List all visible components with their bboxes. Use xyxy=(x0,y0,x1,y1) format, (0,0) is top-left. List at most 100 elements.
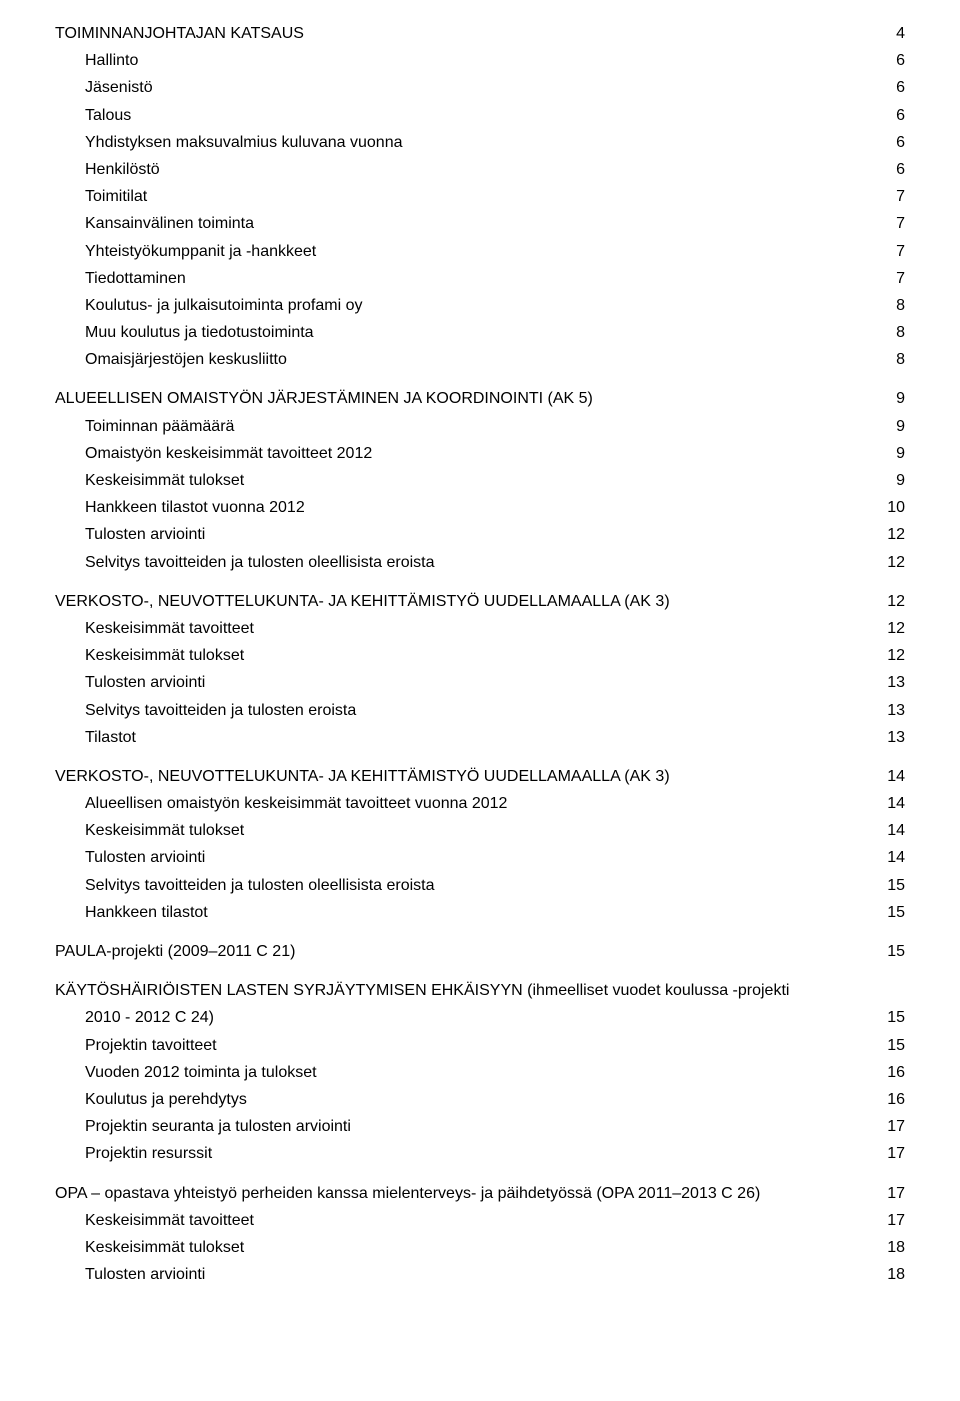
toc-page-number: 13 xyxy=(887,697,905,724)
toc-label: Omaistyön keskeisimmät tavoitteet 2012 xyxy=(85,440,372,467)
toc-page-number: 15 xyxy=(887,1032,905,1059)
toc-entry: Omaisjärjestöjen keskusliitto 8 xyxy=(55,346,905,373)
toc-label-line2: 2010 - 2012 C 24) 15 xyxy=(55,1004,905,1031)
toc-label: Alueellisen omaistyön keskeisimmät tavoi… xyxy=(85,790,507,817)
toc-page-number: 14 xyxy=(887,790,905,817)
toc-page-number: 15 xyxy=(887,872,905,899)
toc-entry: Hankkeen tilastot vuonna 2012 10 xyxy=(55,494,905,521)
toc-entry: Kansainvälinen toiminta 7 xyxy=(55,210,905,237)
toc-entry: Omaistyön keskeisimmät tavoitteet 2012 9 xyxy=(55,440,905,467)
toc-page-number: 17 xyxy=(887,1140,905,1167)
toc-page-number: 9 xyxy=(896,467,905,494)
toc-label: Tilastot xyxy=(85,724,136,751)
toc-label: Keskeisimmät tavoitteet xyxy=(85,1207,254,1234)
toc-entry: Hallinto 6 xyxy=(55,47,905,74)
toc-label: Yhteistyökumppanit ja -hankkeet xyxy=(85,238,316,265)
toc-label: VERKOSTO-, NEUVOTTELUKUNTA- JA KEHITTÄMI… xyxy=(55,763,670,790)
toc-label: Hankkeen tilastot vuonna 2012 xyxy=(85,494,305,521)
toc-page-number: 7 xyxy=(896,183,905,210)
toc-page-number: 6 xyxy=(896,47,905,74)
toc-label: Tulosten arviointi xyxy=(85,521,205,548)
toc-page-number: 6 xyxy=(896,129,905,156)
toc-page-number: 12 xyxy=(887,615,905,642)
toc-label: ALUEELLISEN OMAISTYÖN JÄRJESTÄMINEN JA K… xyxy=(55,385,593,412)
toc-entry: Yhteistyökumppanit ja -hankkeet 7 xyxy=(55,238,905,265)
toc-entry: Koulutus ja perehdytys 16 xyxy=(55,1086,905,1113)
toc-label: PAULA-projekti (2009–2011 C 21) xyxy=(55,938,295,965)
toc-page-number: 8 xyxy=(896,292,905,319)
toc-label: VERKOSTO-, NEUVOTTELUKUNTA- JA KEHITTÄMI… xyxy=(55,588,670,615)
toc-entry: Projektin tavoitteet 15 xyxy=(55,1032,905,1059)
toc-label: Toimitilat xyxy=(85,183,147,210)
toc-label: Selvitys tavoitteiden ja tulosten oleell… xyxy=(85,549,435,576)
toc-entry: Keskeisimmät tavoitteet 17 xyxy=(55,1207,905,1234)
toc-entry: Tulosten arviointi 12 xyxy=(55,521,905,548)
toc-page-number: 13 xyxy=(887,669,905,696)
toc-entry: Projektin resurssit 17 xyxy=(55,1140,905,1167)
toc-entry: Tulosten arviointi 14 xyxy=(55,844,905,871)
toc-entry: Toiminnan päämäärä 9 xyxy=(55,413,905,440)
toc-label: Hankkeen tilastot xyxy=(85,899,208,926)
toc-entry: Keskeisimmät tavoitteet 12 xyxy=(55,615,905,642)
toc-label: TOIMINNANJOHTAJAN KATSAUS xyxy=(55,20,304,47)
toc-label: Projektin resurssit xyxy=(85,1140,212,1167)
toc-entry: KÄYTÖSHÄIRIÖISTEN LASTEN SYRJÄYTYMISEN E… xyxy=(55,977,905,1031)
toc-page-number: 12 xyxy=(887,549,905,576)
toc-label: Hallinto xyxy=(85,47,138,74)
toc-label: Yhdistyksen maksuvalmius kuluvana vuonna xyxy=(85,129,403,156)
toc-label: Henkilöstö xyxy=(85,156,160,183)
toc-page-number: 18 xyxy=(887,1261,905,1288)
toc-label: Koulutus ja perehdytys xyxy=(85,1086,247,1113)
toc-entry: Keskeisimmät tulokset 12 xyxy=(55,642,905,669)
toc-label: Keskeisimmät tulokset xyxy=(85,467,244,494)
toc-page-number: 17 xyxy=(887,1113,905,1140)
toc-entry: Keskeisimmät tulokset 18 xyxy=(55,1234,905,1261)
toc-entry: VERKOSTO-, NEUVOTTELUKUNTA- JA KEHITTÄMI… xyxy=(55,763,905,790)
toc-label: Keskeisimmät tulokset xyxy=(85,1234,244,1261)
toc-page-number: 4 xyxy=(896,20,905,47)
toc-page-number: 12 xyxy=(887,642,905,669)
toc-entry: Keskeisimmät tulokset 14 xyxy=(55,817,905,844)
toc-page-number: 17 xyxy=(887,1180,905,1207)
toc-page-number: 6 xyxy=(896,156,905,183)
toc-entry: Yhdistyksen maksuvalmius kuluvana vuonna… xyxy=(55,129,905,156)
toc-page-number: 15 xyxy=(887,1004,905,1031)
toc-label: Toiminnan päämäärä xyxy=(85,413,234,440)
toc-entry: Tulosten arviointi 18 xyxy=(55,1261,905,1288)
toc-label: Projektin tavoitteet xyxy=(85,1032,217,1059)
toc-page-number: 8 xyxy=(896,346,905,373)
toc-entry: TOIMINNANJOHTAJAN KATSAUS 4 xyxy=(55,20,905,47)
toc-label-line1: KÄYTÖSHÄIRIÖISTEN LASTEN SYRJÄYTYMISEN E… xyxy=(55,977,905,1004)
toc-label: Muu koulutus ja tiedotustoiminta xyxy=(85,319,314,346)
toc-label: 2010 - 2012 C 24) xyxy=(85,1004,214,1031)
toc-entry: Projektin seuranta ja tulosten arviointi… xyxy=(55,1113,905,1140)
toc-label: Kansainvälinen toiminta xyxy=(85,210,254,237)
toc-page-number: 6 xyxy=(896,74,905,101)
toc-page-number: 9 xyxy=(896,440,905,467)
toc-entry: Talous 6 xyxy=(55,102,905,129)
toc-label: Vuoden 2012 toiminta ja tulokset xyxy=(85,1059,317,1086)
toc-page-number: 14 xyxy=(887,817,905,844)
toc-label: Koulutus- ja julkaisutoiminta profami oy xyxy=(85,292,362,319)
table-of-contents: TOIMINNANJOHTAJAN KATSAUS 4Hallinto 6Jäs… xyxy=(55,20,905,1288)
toc-page-number: 12 xyxy=(887,521,905,548)
toc-entry: Muu koulutus ja tiedotustoiminta 8 xyxy=(55,319,905,346)
toc-page-number: 16 xyxy=(887,1086,905,1113)
toc-entry: Selvitys tavoitteiden ja tulosten oleell… xyxy=(55,872,905,899)
toc-entry: Alueellisen omaistyön keskeisimmät tavoi… xyxy=(55,790,905,817)
toc-label: Omaisjärjestöjen keskusliitto xyxy=(85,346,287,373)
toc-page-number: 15 xyxy=(887,938,905,965)
toc-entry: ALUEELLISEN OMAISTYÖN JÄRJESTÄMINEN JA K… xyxy=(55,385,905,412)
toc-label: Keskeisimmät tulokset xyxy=(85,642,244,669)
toc-entry: Toimitilat 7 xyxy=(55,183,905,210)
toc-label: Projektin seuranta ja tulosten arviointi xyxy=(85,1113,351,1140)
toc-label: Talous xyxy=(85,102,131,129)
toc-page-number: 12 xyxy=(887,588,905,615)
toc-page-number: 16 xyxy=(887,1059,905,1086)
toc-page-number: 6 xyxy=(896,102,905,129)
toc-label: Selvitys tavoitteiden ja tulosten oleell… xyxy=(85,872,435,899)
toc-entry: Tiedottaminen 7 xyxy=(55,265,905,292)
toc-page-number: 7 xyxy=(896,265,905,292)
toc-entry: VERKOSTO-, NEUVOTTELUKUNTA- JA KEHITTÄMI… xyxy=(55,588,905,615)
toc-page-number: 7 xyxy=(896,238,905,265)
